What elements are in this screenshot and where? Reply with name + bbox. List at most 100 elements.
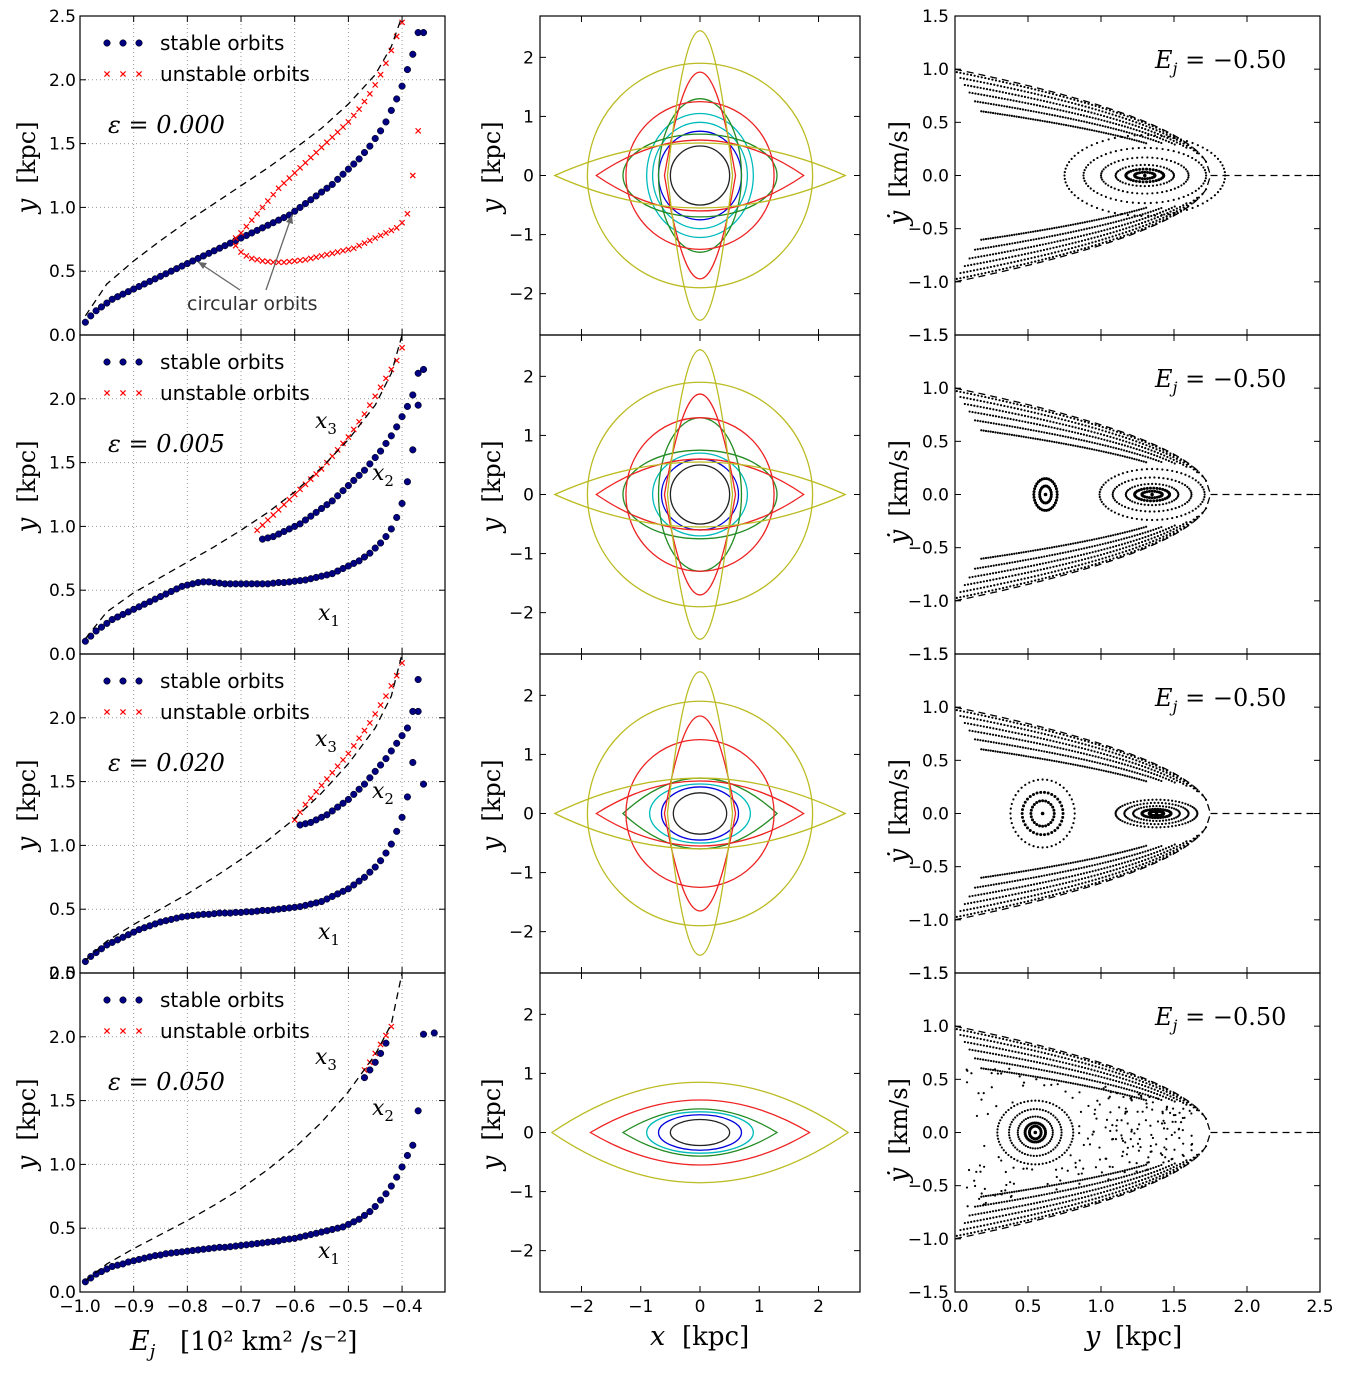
section-point — [983, 732, 986, 735]
island-point — [1102, 503, 1105, 506]
stable-orbit-point — [312, 192, 320, 200]
section-point — [1050, 734, 1053, 737]
section-point — [1134, 224, 1137, 227]
section-point — [1077, 229, 1080, 232]
island-point — [1203, 490, 1206, 494]
section-point — [987, 271, 990, 274]
section-point — [962, 391, 966, 394]
island-point — [1182, 166, 1186, 169]
section-point — [1157, 459, 1160, 463]
section-point — [1155, 222, 1158, 225]
island-point — [1171, 171, 1174, 174]
island-point — [1068, 830, 1071, 833]
section-point — [1074, 1203, 1077, 1206]
section-point — [1195, 515, 1199, 518]
section-point — [980, 591, 983, 594]
section-point — [1097, 118, 1100, 121]
section-point — [1118, 757, 1122, 760]
section-point — [1065, 1200, 1068, 1203]
section-point — [1093, 863, 1096, 867]
island-point — [1173, 807, 1176, 810]
energy-label: Ej = −0.50 — [1154, 46, 1286, 78]
section-point — [1019, 582, 1023, 585]
section-point — [1115, 749, 1119, 752]
section-point — [1062, 877, 1065, 880]
section-point — [1048, 894, 1051, 898]
section-point — [1010, 1218, 1013, 1221]
island-point — [1166, 509, 1169, 512]
section-point — [1094, 108, 1097, 111]
stable-orbit-point — [409, 391, 417, 399]
island-point — [1187, 174, 1190, 177]
section-point — [1163, 851, 1166, 854]
section-point — [972, 269, 976, 272]
section-point — [979, 101, 982, 104]
section-point — [1165, 1090, 1168, 1093]
section-point — [989, 749, 992, 752]
section-point — [1034, 1045, 1037, 1048]
section-point — [1175, 1164, 1178, 1167]
section-point — [1162, 129, 1165, 133]
section-point — [1121, 870, 1124, 873]
section-point — [1005, 586, 1008, 589]
section-point — [1062, 558, 1065, 561]
section-point — [1077, 564, 1080, 567]
island-point — [1050, 779, 1053, 782]
unstable-orbit-point — [323, 776, 330, 783]
section-point — [1013, 241, 1017, 245]
island-point — [1126, 134, 1129, 138]
island-point — [1153, 510, 1156, 513]
section-point — [1004, 1213, 1008, 1217]
section-point — [1094, 746, 1097, 749]
unstable-orbit-point — [366, 719, 373, 726]
section-point — [1024, 558, 1027, 562]
section-point — [1126, 445, 1129, 448]
section-point — [1088, 870, 1091, 874]
section-point — [955, 389, 958, 393]
section-point — [966, 913, 969, 916]
section-point — [1059, 109, 1062, 112]
section-point — [1099, 752, 1103, 755]
section-point — [1011, 1050, 1014, 1053]
section-point — [1140, 445, 1144, 449]
section-point — [1023, 896, 1026, 899]
island-point — [1150, 807, 1154, 811]
section-point — [1006, 752, 1009, 755]
section-point — [1182, 461, 1185, 464]
section-point — [1051, 411, 1055, 415]
island-point — [1184, 180, 1188, 183]
section-point — [1062, 225, 1065, 228]
island-point — [1098, 493, 1101, 496]
section-point — [1037, 727, 1040, 730]
section-point — [1046, 439, 1049, 442]
section-point — [1093, 857, 1096, 860]
stable-orbit-point — [360, 466, 369, 474]
section-point — [991, 414, 995, 417]
island-point — [1188, 487, 1191, 490]
section-point — [1155, 1086, 1158, 1089]
section-point — [1034, 726, 1037, 729]
zero-velocity-curve — [954, 175, 1212, 283]
section-point — [995, 89, 998, 93]
legend-marker-stable — [103, 39, 111, 47]
section-point — [1121, 866, 1125, 869]
section-point — [1064, 762, 1068, 765]
section-point — [1030, 564, 1033, 568]
island-point — [1117, 473, 1120, 476]
section-point — [974, 894, 977, 897]
section-point — [1006, 1219, 1009, 1222]
section-point — [1035, 556, 1038, 560]
axes-frame — [79, 972, 446, 1293]
section-point — [1005, 81, 1008, 84]
section-point — [1003, 250, 1006, 254]
island-point — [1184, 802, 1187, 805]
island-point — [1223, 177, 1226, 181]
section-point — [1021, 746, 1025, 749]
section-point — [1142, 207, 1145, 210]
section-point — [1051, 234, 1054, 238]
section-point — [1130, 535, 1134, 538]
section-point — [1039, 438, 1042, 441]
section-point — [998, 577, 1001, 580]
section-point — [1172, 1166, 1175, 1169]
section-point — [962, 1029, 966, 1032]
